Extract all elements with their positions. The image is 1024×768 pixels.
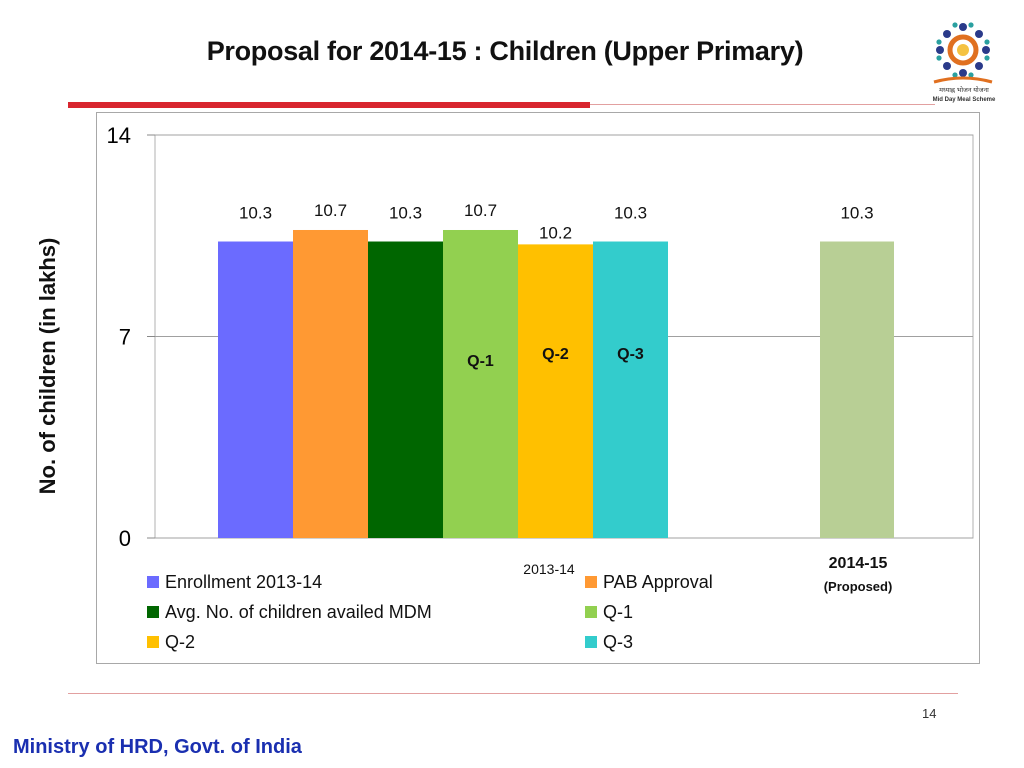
data-label: 10.7 [464, 201, 497, 220]
title-underline-thin [590, 104, 935, 105]
bar [368, 241, 443, 538]
bar [443, 229, 518, 538]
footer-ministry-text: Ministry of HRD, Govt. of India [13, 736, 302, 758]
y-tick-label: 7 [119, 325, 131, 350]
bar-inner-label: Q-1 [467, 353, 494, 370]
y-tick-label: 14 [107, 123, 131, 148]
x-category-label: 2014-15 [829, 555, 888, 572]
logo-text-english: Mid Day Meal Scheme [933, 97, 996, 103]
legend-label: Q-2 [165, 632, 195, 652]
legend-label: Enrollment 2013-14 [165, 572, 322, 592]
y-tick-label: 0 [119, 526, 131, 551]
legend-swatch [585, 576, 597, 588]
legend-label: PAB Approval [603, 572, 713, 592]
title-underline-red [68, 102, 590, 108]
x-category-sublabel: (Proposed) [824, 579, 893, 594]
bar-inner-label: Q-3 [617, 346, 644, 363]
bar-inner-label: Q-2 [542, 346, 569, 363]
legend-swatch [147, 606, 159, 618]
data-label: 10.3 [389, 204, 422, 223]
logo-text-hindi: मध्याह्न भोजन योजना [939, 86, 989, 94]
bar [218, 241, 293, 538]
page-number: 14 [922, 706, 937, 721]
data-label: 10.2 [539, 223, 572, 242]
mid-day-meal-logo-icon: मध्याह्न भोजन योजना Mid Day Meal Scheme [926, 16, 1002, 104]
chart-frame: 0 7 14 10.3 10.7 10.3 10.7 Q-1 10.2 Q-2 10.3 Q-3 10.… [96, 112, 980, 664]
bar-proposed [820, 241, 894, 538]
data-label: 10.7 [314, 201, 347, 220]
legend-swatch [147, 636, 159, 648]
data-label: 10.3 [840, 204, 873, 223]
bar [518, 244, 593, 538]
data-label: 10.3 [239, 204, 272, 223]
legend-swatch [585, 636, 597, 648]
bar [293, 229, 368, 538]
slide-title: Proposal for 2014-15 : Children (Upper P… [206, 36, 804, 66]
legend-label: Avg. No. of children availed MDM [165, 602, 432, 622]
x-category-label: 2013-14 [523, 561, 575, 577]
legend-label: Q-3 [603, 632, 633, 652]
legend-swatch [147, 576, 159, 588]
footer-rule [68, 693, 958, 694]
legend-label: Q-1 [603, 602, 633, 622]
data-label: 10.3 [614, 204, 647, 223]
bar-chart: 0 7 14 10.3 10.7 10.3 10.7 Q-1 10.2 Q-2 10.3 Q-3 10.… [107, 123, 974, 652]
y-axis-label: No. of children (in lakhs) [35, 237, 60, 495]
bar [593, 241, 668, 538]
legend-swatch [585, 606, 597, 618]
